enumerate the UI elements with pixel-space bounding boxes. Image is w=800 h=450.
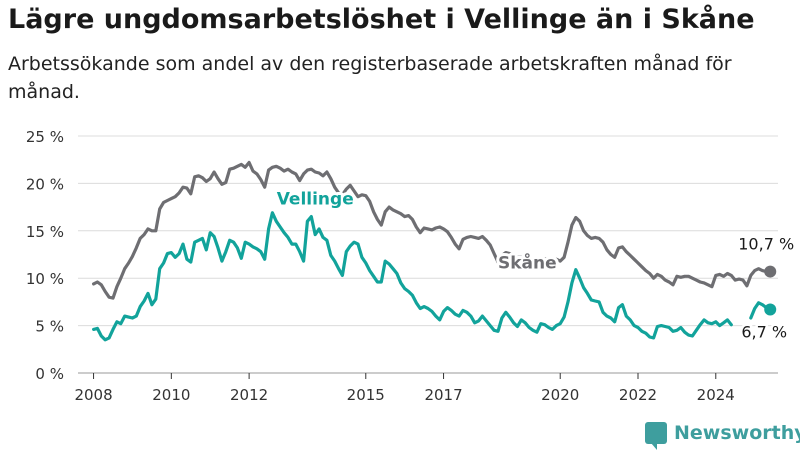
series-label-sk-ne: Skåne bbox=[498, 252, 557, 274]
series-labels: 10,7 % Skåne 6,7 % Vellinge bbox=[274, 186, 797, 344]
y-tick-label: 15 % bbox=[26, 223, 64, 241]
y-tick-label: 25 % bbox=[26, 128, 64, 146]
y-axis-ticks: 0 % 5 % 10 % 15 % 20 % 25 % bbox=[26, 128, 64, 383]
x-tick-label: 2022 bbox=[619, 386, 657, 404]
grid-lines bbox=[78, 135, 778, 374]
y-tick-label: 20 % bbox=[26, 175, 64, 193]
series-label-vellinge: Vellinge bbox=[277, 189, 354, 209]
newsworthy-logo: Newsworthy bbox=[645, 419, 800, 450]
x-axis-ticks: 2008 2010 2012 2015 2017 2020 2022 2024 bbox=[74, 373, 735, 404]
end-label-vellinge: 6,7 % bbox=[741, 322, 787, 341]
end-point-vellinge bbox=[764, 303, 777, 316]
x-tick-label: 2008 bbox=[74, 386, 112, 404]
x-tick-label: 2020 bbox=[541, 386, 579, 404]
chart-title: Lägre ungdomsarbetslöshet i Vellinge än … bbox=[8, 4, 755, 35]
end-point-sk-ne bbox=[764, 265, 777, 278]
series-lines bbox=[92, 160, 777, 342]
series-line-vellinge bbox=[92, 211, 772, 342]
y-tick-label: 10 % bbox=[26, 270, 64, 288]
y-tick-label: 5 % bbox=[35, 318, 64, 336]
x-tick-label: 2017 bbox=[424, 386, 462, 404]
end-label-sk-ne: 10,7 % bbox=[738, 235, 794, 254]
y-tick-label: 0 % bbox=[35, 365, 64, 383]
chart-subtitle: Arbetssökande som andel av den registerb… bbox=[8, 53, 732, 103]
newsworthy-logo-icon bbox=[645, 422, 667, 450]
series-line-sk-ne bbox=[92, 160, 772, 300]
x-tick-label: 2010 bbox=[152, 386, 190, 404]
x-tick-label: 2024 bbox=[697, 386, 735, 404]
newsworthy-logo-text: Newsworthy bbox=[674, 422, 800, 444]
x-tick-label: 2015 bbox=[347, 386, 385, 404]
x-tick-label: 2012 bbox=[230, 386, 268, 404]
